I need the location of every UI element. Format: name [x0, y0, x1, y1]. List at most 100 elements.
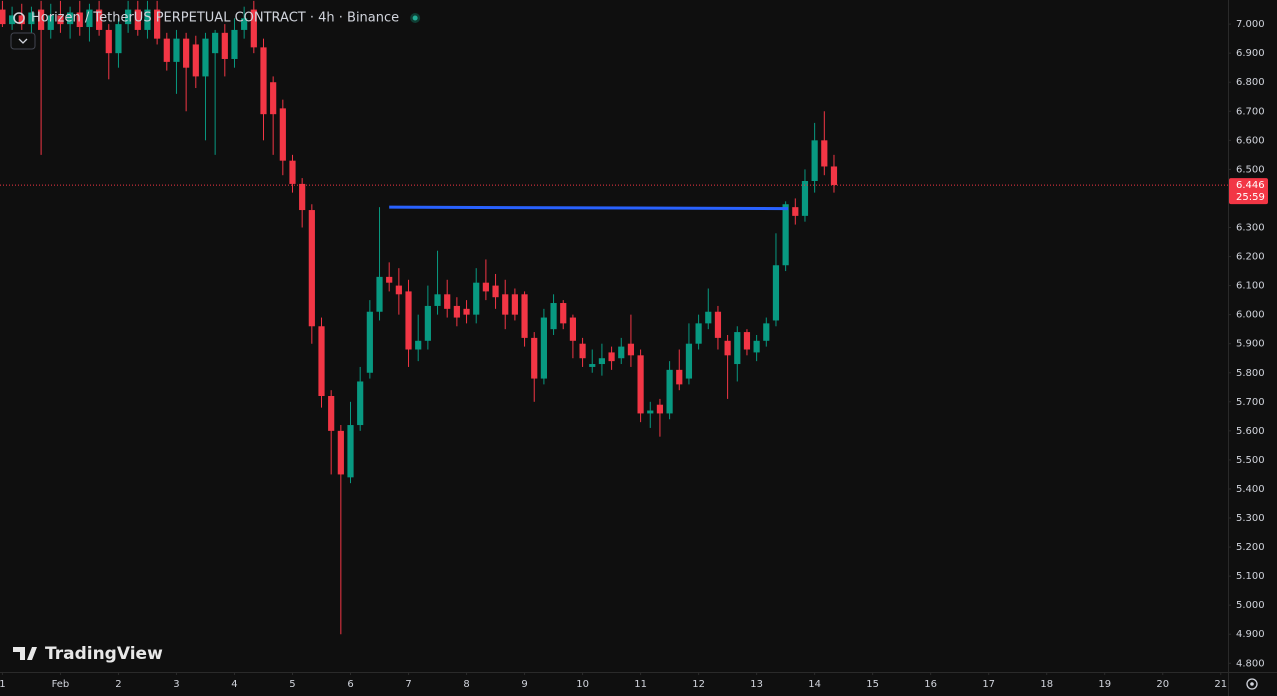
candle-body — [299, 183, 306, 211]
candle-body — [511, 294, 518, 315]
y-tick-label: 6.100 — [1236, 281, 1265, 292]
candle-body — [589, 364, 596, 367]
y-tick-label: 6.800 — [1236, 77, 1265, 88]
last-price-badge — [1229, 178, 1268, 205]
x-tick-label: 8 — [463, 679, 469, 690]
x-tick-label: 4 — [231, 679, 237, 690]
candle-body — [8, 15, 16, 25]
overlay: Horizen / TetherUS PERPETUAL CONTRACT · … — [10, 11, 1258, 690]
chart-title: Horizen / TetherUS PERPETUAL CONTRACT · … — [31, 11, 399, 26]
candle-body — [753, 340, 760, 353]
candle-body — [105, 29, 112, 54]
candle-body — [337, 430, 344, 475]
x-tick-label: 6 — [347, 679, 353, 690]
last-price-label: 6.446 — [1236, 180, 1265, 191]
y-tick-label: 5.500 — [1236, 455, 1265, 466]
candle-body — [192, 44, 199, 77]
candle-body — [434, 294, 441, 306]
candle-body — [598, 358, 606, 365]
candle-body — [347, 425, 354, 478]
candle-body — [18, 15, 25, 25]
candle-body — [656, 404, 664, 414]
y-tick-label: 4.800 — [1236, 658, 1265, 669]
x-tick-label: 11 — [634, 679, 647, 690]
candle-body — [328, 395, 335, 431]
candle-body — [821, 140, 828, 167]
symbol-icon — [13, 12, 25, 24]
candle-body — [47, 15, 54, 30]
candle-body — [308, 210, 315, 327]
y-tick-label: 5.700 — [1236, 397, 1265, 408]
candle-body — [579, 343, 586, 359]
x-tick-label: 2 — [115, 679, 121, 690]
candle-body — [734, 332, 741, 365]
candle-body — [270, 82, 277, 115]
candle-body — [782, 204, 789, 266]
candle-body — [714, 311, 722, 338]
y-tick-label: 5.200 — [1236, 542, 1265, 553]
candle-body — [250, 9, 257, 48]
candle-body — [144, 9, 151, 30]
candle-body — [724, 340, 731, 356]
candle-body — [637, 355, 644, 414]
candle-body — [67, 12, 74, 25]
candle-body — [627, 343, 635, 356]
x-tick-label: 10 — [576, 679, 589, 690]
x-tick-label: 18 — [1040, 679, 1053, 690]
x-tick-label: 12 — [692, 679, 705, 690]
candle-body — [676, 369, 683, 385]
watermark: TradingView — [45, 644, 163, 664]
x-tick-label: 19 — [1098, 679, 1111, 690]
candle-body — [173, 38, 180, 62]
candle-body — [695, 323, 702, 344]
candle-body — [540, 317, 547, 379]
candle-body — [792, 207, 799, 216]
candle-body — [0, 9, 6, 25]
y-tick-label: 6.300 — [1236, 222, 1265, 233]
candle-body — [521, 294, 528, 338]
candle-body — [115, 24, 122, 54]
candle-body — [618, 346, 625, 359]
y-tick-label: 6.200 — [1236, 252, 1265, 263]
candle-body — [424, 305, 431, 341]
candle-body — [96, 9, 103, 30]
collapse-icon — [18, 38, 28, 44]
candle-body — [666, 369, 673, 414]
candle-body — [221, 32, 228, 59]
y-tick-label: 6.000 — [1236, 310, 1265, 321]
x-tick-label: 13 — [750, 679, 763, 690]
x-tick-label: 3 — [173, 679, 179, 690]
candle-body — [76, 12, 83, 28]
x-tick-label: 14 — [808, 679, 821, 690]
settings-icon-core — [1250, 682, 1254, 686]
candle-body — [473, 282, 480, 315]
y-tick-label: 6.900 — [1236, 48, 1265, 59]
x-tick-label: 17 — [982, 679, 995, 690]
candle-body — [811, 140, 818, 182]
candle-body — [444, 294, 451, 309]
candle-body — [743, 332, 751, 350]
candle-body — [801, 181, 809, 216]
candle-body — [318, 326, 325, 396]
y-tick-label: 5.800 — [1236, 368, 1265, 379]
trend-line — [389, 205, 789, 211]
x-tick-label: 5 — [289, 679, 295, 690]
collapse-button[interactable] — [10, 32, 36, 50]
candle-body — [453, 305, 460, 318]
candle-body — [569, 317, 576, 341]
candle-body — [366, 311, 373, 373]
x-tick-label: 16 — [924, 679, 937, 690]
countdown-label: 25:59 — [1236, 192, 1265, 203]
candle-body — [376, 276, 383, 312]
x-tick-label: Feb — [52, 679, 70, 690]
candle-body — [531, 337, 538, 379]
candle-body — [38, 9, 45, 30]
candle-body — [231, 29, 238, 59]
y-tick-label: 5.000 — [1236, 600, 1265, 611]
candle-body — [386, 276, 393, 283]
y-tick-label: 6.600 — [1236, 135, 1265, 146]
settings-icon[interactable] — [1246, 678, 1258, 690]
